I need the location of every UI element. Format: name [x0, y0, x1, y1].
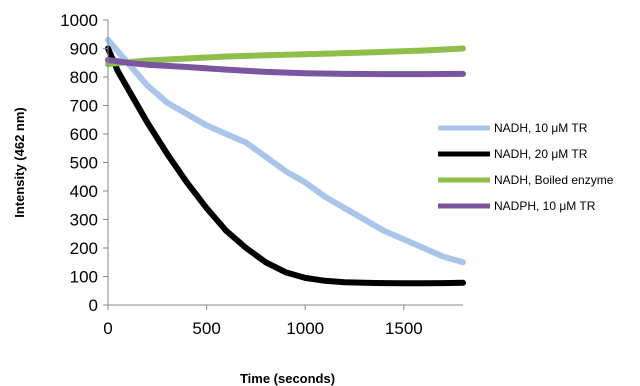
y-tick-label: 800: [70, 68, 98, 87]
y-tick-label: 1000: [60, 11, 98, 30]
series-line-4: [105, 56, 466, 78]
y-tick-label: 500: [70, 154, 98, 173]
tick-labels: 0 100 200 300 400 500 600 700 800 900 1000 0 500 1000…: [60, 11, 423, 338]
y-tick-label: 0: [89, 296, 98, 315]
y-tick-label: 400: [70, 182, 98, 201]
x-tick-label: 500: [192, 319, 220, 338]
legend-label: NADPH, 10 μM TR: [494, 199, 596, 213]
x-tick-label: 1000: [286, 319, 324, 338]
series-line-3: [105, 45, 466, 68]
x-axis-title: Time (seconds): [240, 371, 335, 386]
legend-label: NADH, Boiled enzyme: [494, 173, 614, 187]
x-tick-label: 1500: [385, 319, 423, 338]
y-tick-label: 900: [70, 40, 98, 59]
y-tick-label: 300: [70, 211, 98, 230]
x-tick-label: 0: [103, 319, 112, 338]
legend-label: NADH, 20 μM TR: [494, 147, 588, 161]
y-tick-label: 600: [70, 125, 98, 144]
y-tick-label: 100: [70, 268, 98, 287]
y-tick-label: 200: [70, 239, 98, 258]
series-line-2: [105, 45, 466, 287]
series-layer: [105, 36, 466, 287]
legend-label: NADH, 10 μM TR: [494, 121, 588, 135]
series-line-1: [105, 36, 466, 266]
y-tick-label: 700: [70, 97, 98, 116]
y-axis-title: Intensity (462 nm): [12, 107, 27, 218]
legend: NADH, 10 μM TR NADH, 20 μM TR NADH, Boiled…: [438, 121, 614, 213]
